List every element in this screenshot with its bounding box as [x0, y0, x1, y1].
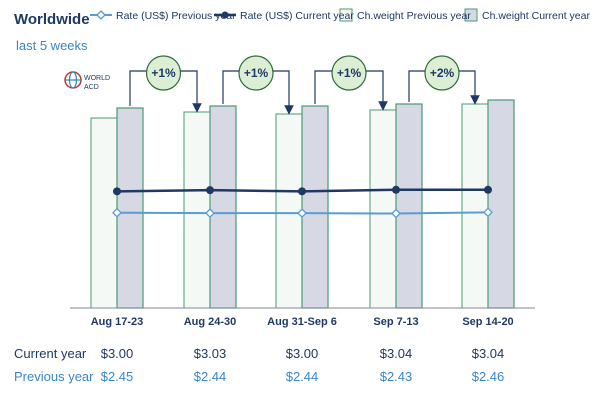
x-tick-5: Sep 14-20	[462, 316, 513, 328]
change-label-1: +1%	[151, 66, 176, 80]
change-label-4: +2%	[430, 66, 455, 80]
legend-marker-rate-cur	[221, 11, 229, 19]
chart-subtitle: last 5 weeks	[16, 38, 88, 53]
bar-cur-2	[209, 105, 237, 309]
change-badge-3	[331, 55, 367, 91]
current-value-5: $3.04	[472, 346, 505, 361]
logo-line1: WORLD	[84, 75, 110, 82]
table-values: $3.00 $2.45 $3.03 $2.44 $3.00 $2.44 $3.04 $2.43…	[101, 346, 505, 384]
current-value-4: $3.04	[380, 346, 413, 361]
bar-cur-3	[301, 105, 329, 309]
legend-label-2: Rate (US$) Current year	[240, 10, 354, 22]
point-rate-prev-1	[112, 207, 122, 218]
point-rate-prev-4	[391, 208, 401, 219]
x-tick-4: Sep 7-13	[373, 316, 418, 328]
previous-value-1: $2.45	[101, 369, 134, 384]
rate-lines	[112, 185, 493, 219]
bar-prev-3	[275, 113, 303, 309]
current-value-3: $3.00	[286, 346, 319, 361]
legend-label-3: Ch.weight Previous year	[357, 10, 471, 22]
previous-value-5: $2.46	[472, 369, 505, 384]
point-rate-cur-1	[113, 187, 121, 196]
x-tick-1: Aug 17-23	[91, 316, 144, 328]
world-acd-logo: WORLD ACD	[64, 71, 110, 91]
bar-prev-2	[183, 111, 211, 309]
point-rate-prev-2	[205, 208, 215, 219]
x-tick-labels: Aug 17-23 Aug 24-30 Aug 31-Sep 6 Sep 7-13 Se…	[91, 316, 514, 328]
previous-year-label: Previous year	[14, 369, 94, 384]
change-label-2: +1%	[244, 66, 269, 80]
bar-cur-4	[395, 103, 423, 309]
change-badge-1	[145, 55, 182, 91]
current-year-label: Current year	[14, 346, 87, 361]
current-value-1: $3.00	[101, 346, 134, 361]
change-badge-4	[424, 55, 460, 91]
previous-value-2: $2.44	[194, 369, 227, 384]
bars	[90, 99, 515, 309]
globe-icon	[64, 71, 82, 89]
bar-cur-5	[487, 99, 515, 309]
logo-line2: ACD	[84, 84, 99, 91]
point-rate-prev-3	[297, 208, 307, 219]
previous-value-4: $2.43	[380, 369, 413, 384]
change-badges: +1% +1% +1% +2%	[129, 55, 480, 115]
point-rate-cur-5	[484, 185, 492, 194]
point-rate-prev-5	[483, 207, 493, 218]
legend-label-4: Ch.weight Current year	[482, 10, 590, 22]
legend-label-1: Rate (US$) Previous year	[116, 10, 236, 22]
bar-prev-4	[369, 109, 397, 309]
point-rate-cur-3	[298, 187, 306, 196]
bar-cur-1	[116, 107, 144, 309]
chart-title: Worldwide	[14, 11, 90, 28]
x-tick-2: Aug 24-30	[184, 316, 237, 328]
legend-swatch-bar-prev	[339, 8, 353, 22]
point-rate-cur-4	[392, 185, 400, 194]
change-label-3: +1%	[337, 66, 362, 80]
point-rate-cur-2	[206, 186, 214, 195]
x-tick-3: Aug 31-Sep 6	[267, 316, 337, 328]
change-badge-2	[238, 55, 274, 91]
legend: Rate (US$) Previous year Rate (US$) Curre…	[90, 8, 590, 22]
legend-marker-rate-prev	[96, 10, 106, 20]
bar-prev-5	[461, 103, 489, 309]
previous-value-3: $2.44	[286, 369, 319, 384]
legend-swatch-bar-cur	[464, 8, 478, 22]
current-value-2: $3.03	[194, 346, 227, 361]
